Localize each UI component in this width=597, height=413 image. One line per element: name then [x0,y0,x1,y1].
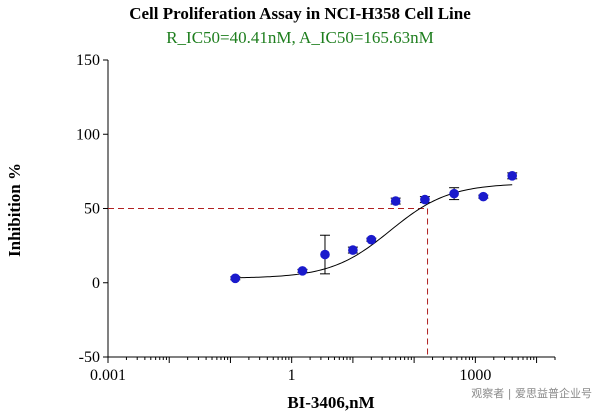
y-axis-label: Inhibition % [5,163,24,257]
y-tick-label: 0 [92,275,100,292]
y-tick-label: 100 [76,126,100,143]
y-tick-label: -50 [79,349,100,366]
data-point [230,273,241,284]
data-point [320,249,330,260]
x-tick-label: 1000 [459,367,491,384]
x-tick-label: 0.001 [90,367,126,384]
x-axis-ticks: 0.001 1 1000 [90,357,556,384]
data-point [348,245,358,255]
fit-curve [235,184,513,279]
chart-subtitle: R_IC50=40.41nM, A_IC50=165.63nM [166,28,434,47]
y-axis-ticks: -50 0 50 100 150 [76,52,108,366]
data-point [507,171,518,181]
chart-title: Cell Proliferation Assay in NCI-H358 Cel… [129,4,471,23]
data-point [420,194,430,205]
x-tick-label: 1 [288,367,296,384]
plot-area: -50 0 50 100 150 0.001 1 1000 [76,52,556,384]
x-axis-label: BI-3406,nM [287,393,374,412]
data-points [230,171,518,284]
y-tick-label: 150 [76,52,100,69]
data-point [390,196,401,206]
data-point [478,191,489,202]
data-point [297,266,308,276]
data-point [366,234,377,245]
y-tick-label: 50 [84,201,100,218]
data-point [449,188,459,199]
watermark: 观察者 | 爱思益普企业号 [471,386,592,400]
reference-lines [108,208,429,357]
